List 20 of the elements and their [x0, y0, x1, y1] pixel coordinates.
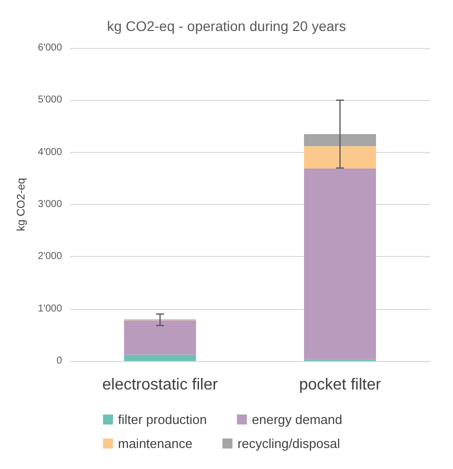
bar	[304, 134, 376, 146]
x-tick-label: electrostatic filer	[102, 376, 219, 394]
x-tick-label: pocket filter	[299, 376, 382, 394]
legend-label: filter production	[118, 412, 207, 427]
y-tick-label: 5'000	[38, 94, 62, 106]
bar	[124, 354, 196, 361]
bar	[304, 168, 376, 360]
y-tick-label: 1'000	[38, 303, 62, 314]
chart-title: kg CO2-eq - operation during 20 years	[107, 18, 346, 34]
y-tick-label: 0	[56, 356, 62, 366]
legend-label: maintenance	[118, 436, 192, 451]
y-tick-label: 3'000	[38, 199, 62, 210]
bar	[124, 320, 196, 355]
y-tick-label: 2'000	[38, 251, 62, 262]
legend-label: energy demand	[252, 412, 342, 427]
y-tick-label: 4'000	[38, 146, 62, 158]
y-axis-title: kg CO2-eq	[16, 178, 28, 232]
bar	[304, 146, 376, 169]
y-tick-label: 6'000	[38, 42, 62, 54]
legend-label: recycling/disposal	[237, 436, 340, 451]
